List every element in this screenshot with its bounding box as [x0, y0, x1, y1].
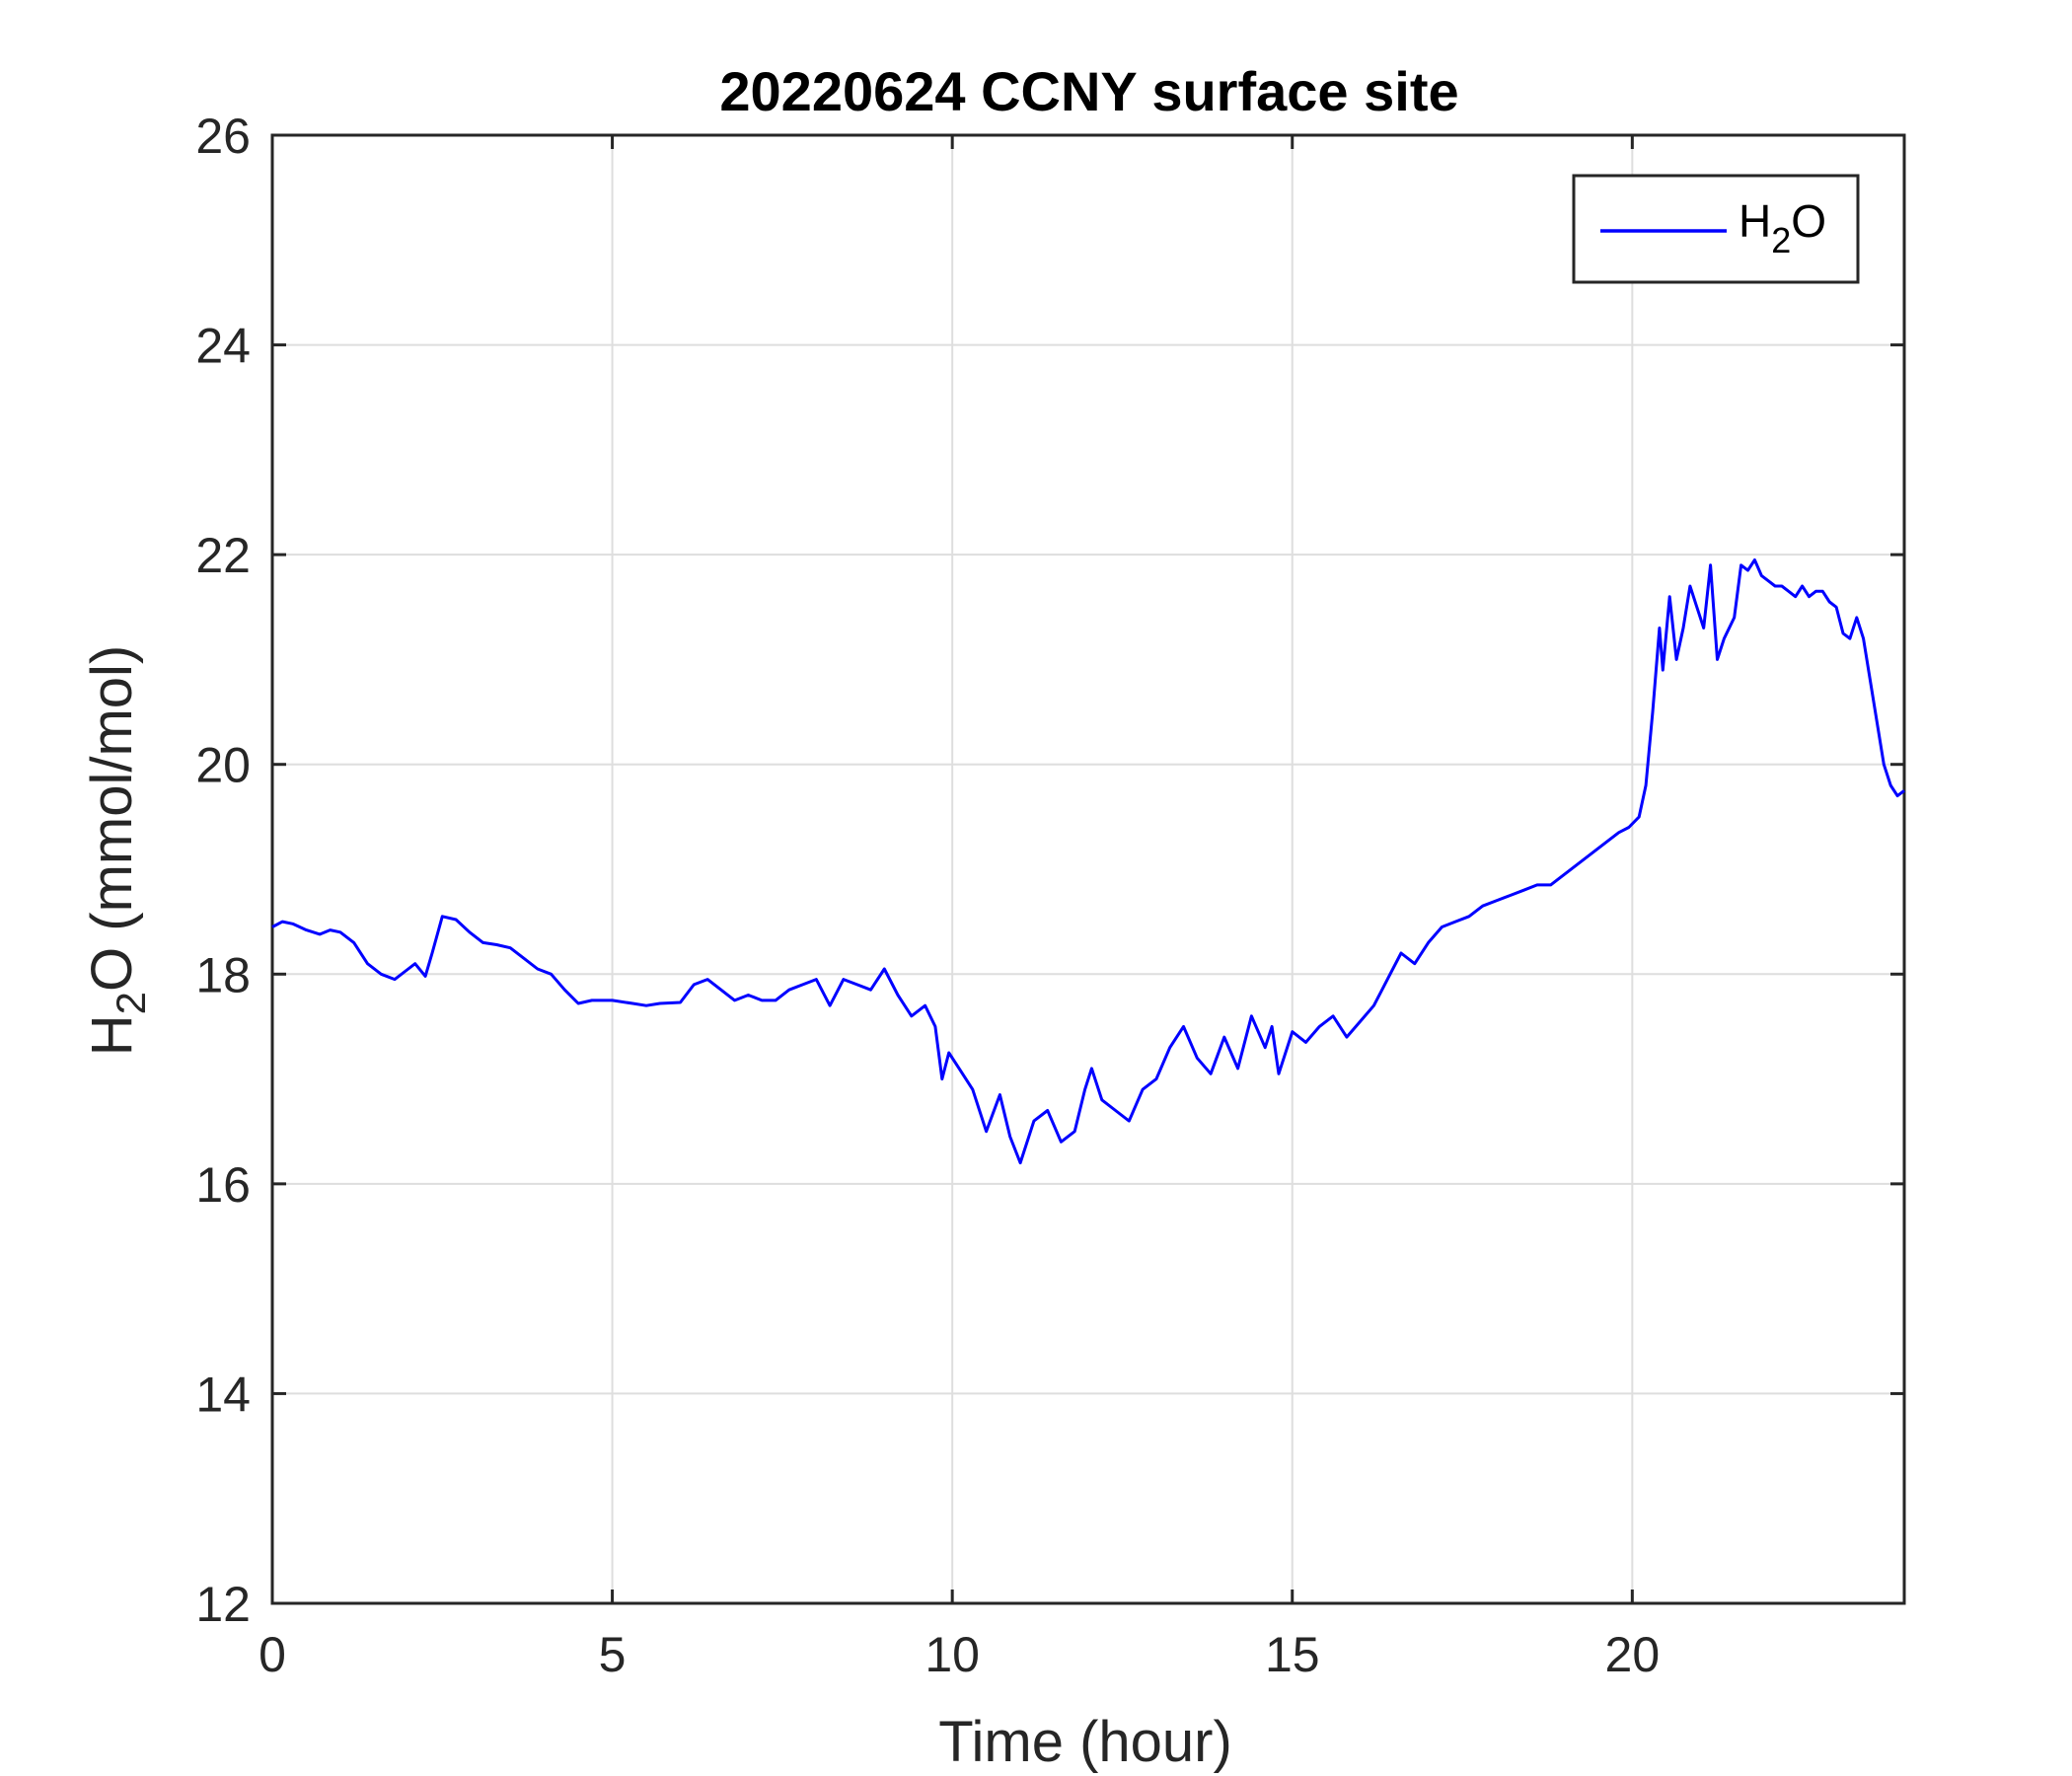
y-tick-label: 18	[195, 947, 251, 1002]
y-tick-label: 14	[195, 1367, 251, 1422]
y-axis-label: H2O (mmol/mol)	[80, 645, 154, 1056]
y-tick-label: 12	[195, 1577, 251, 1632]
grid	[271, 134, 1904, 1604]
legend-box	[1572, 174, 1860, 284]
legend-label-main: H	[1739, 195, 1771, 247]
series-group	[271, 558, 1905, 1165]
y-tick-label: 20	[195, 738, 251, 793]
y-axis-label-main: H	[80, 1014, 144, 1056]
x-tick-label: 10	[925, 1627, 980, 1682]
x-axis-label: Time (hour)	[938, 1710, 1232, 1774]
y-axis-label-rest: O (mmol/mol)	[80, 645, 144, 992]
x-tick-label: 20	[1605, 1627, 1661, 1682]
y-tick-label: 22	[195, 528, 251, 583]
legend-label-rest: O	[1791, 195, 1826, 247]
y-tick-label: 26	[195, 109, 251, 164]
x-tick-label: 0	[259, 1627, 286, 1682]
series-line-h2o	[271, 558, 1905, 1165]
ticks: 0 5 10 15 20 12 14 16 18 20 22 24 26	[195, 109, 1904, 1682]
y-axis-label-sub: 2	[108, 992, 154, 1014]
plot-frame	[270, 133, 1906, 1605]
x-tick-label: 5	[599, 1627, 627, 1682]
legend-label-sub: 2	[1771, 220, 1791, 260]
y-tick-label: 16	[195, 1157, 251, 1213]
legend: H2O	[1572, 174, 1860, 284]
x-tick-label: 15	[1265, 1627, 1320, 1682]
y-tick-label: 24	[195, 319, 251, 374]
legend-entry-label: H2O	[1739, 195, 1826, 260]
chart-title: 20220624 CCNY surface site	[719, 60, 1458, 122]
